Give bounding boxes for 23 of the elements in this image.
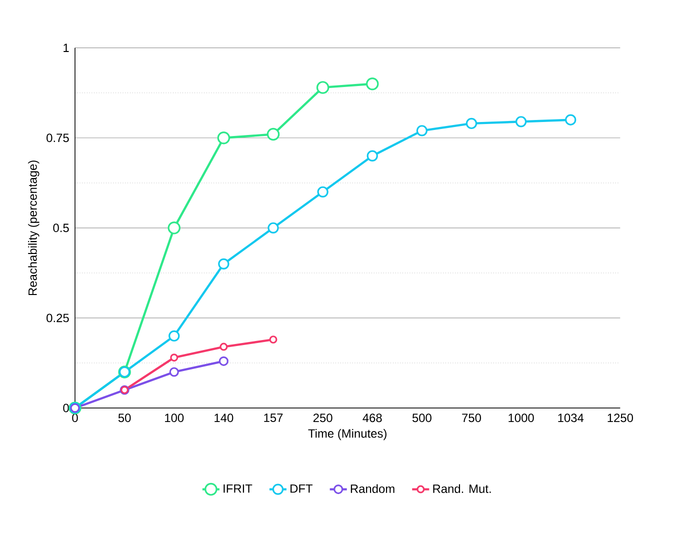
x-tick-label: 0	[72, 414, 78, 422]
x-tick-label: 1000	[508, 414, 534, 422]
legend-label: Rand. Mut.	[433, 484, 491, 493]
x-tick-label: 1250	[608, 414, 634, 422]
x-axis-title: Time (Minutes)	[308, 428, 386, 440]
x-tick-label: 250	[313, 414, 332, 422]
x-tick-label: 500	[412, 414, 432, 422]
y-tick-label: 0.5	[53, 224, 69, 232]
legend-label: Random	[350, 484, 394, 493]
y-tick-label: 0	[63, 404, 69, 412]
y-tick-label: 1	[64, 44, 69, 52]
x-tick-label: 50	[118, 414, 131, 422]
x-tick-label: 1034	[558, 414, 584, 422]
y-tick-label: 0.75	[46, 134, 69, 142]
y-tick-label: 0.25	[46, 314, 69, 322]
x-tick-label: 140	[214, 414, 234, 422]
y-axis-title: Reachability (percentage)	[28, 160, 40, 296]
x-tick-label: 468	[362, 414, 382, 422]
legend-label: DFT	[290, 484, 313, 493]
x-tick-label: 750	[462, 414, 481, 422]
x-tick-label: 100	[165, 414, 184, 422]
legend-label: IFRIT	[224, 484, 252, 493]
x-tick-label: 157	[264, 414, 283, 422]
